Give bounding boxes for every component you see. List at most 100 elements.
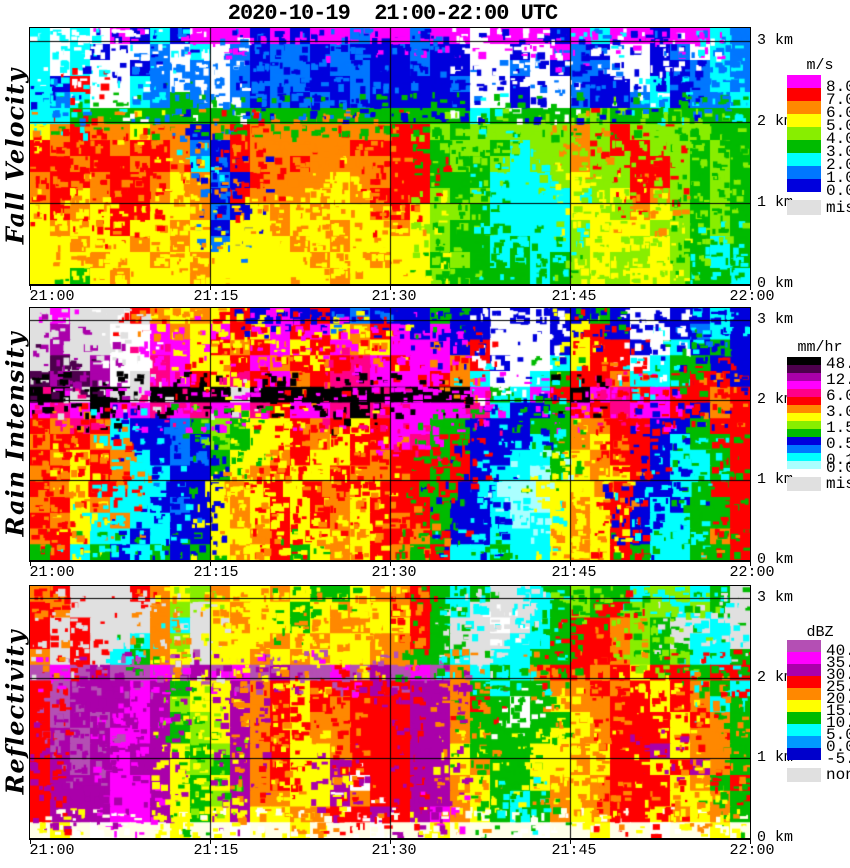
time-tick-label: 22:00: [729, 842, 775, 859]
km-axis-label: 1 km: [757, 749, 794, 766]
legend-swatch: [787, 429, 821, 437]
legend-swatch: [787, 75, 821, 88]
legend-value: 3.0: [826, 403, 850, 421]
legend-swatch: [787, 700, 821, 712]
legend-missing-label: miss: [826, 475, 850, 493]
legend-swatch: [787, 166, 821, 179]
legend-swatch: [787, 676, 821, 688]
legend-missing-label: miss: [826, 198, 850, 217]
legend-swatch: [787, 373, 821, 381]
legend-value: 0.0: [826, 182, 850, 200]
legend-swatch: [787, 389, 821, 397]
legend-swatch: [787, 724, 821, 736]
time-tick-label: 21:00: [29, 288, 75, 305]
time-tick-label: 22:00: [729, 564, 775, 581]
legend-swatch: [787, 405, 821, 413]
legend-swatch: [787, 748, 821, 760]
time-tick-label: 21:30: [371, 288, 417, 305]
time-tick-mark: [210, 840, 211, 844]
legend-value: 0.0: [826, 738, 850, 756]
legend-value: 7.0: [826, 91, 850, 109]
legend-swatch: [787, 88, 821, 101]
legend-swatch: [787, 101, 821, 114]
legend-value: 5.0: [826, 117, 850, 135]
time-tick-mark: [30, 562, 31, 566]
legend-unit-mmhr: mm/hr: [797, 339, 843, 356]
legend-value: 8.0: [826, 78, 850, 96]
km-axis-label: 1 km: [757, 194, 794, 211]
time-tick-label: 21:15: [193, 564, 239, 581]
legend-value: 3.0: [826, 143, 850, 161]
legend-value: 2.0: [826, 156, 850, 174]
legend-value: 1.5: [826, 419, 850, 437]
time-tick-mark: [210, 562, 211, 566]
legend-value: 0.1: [826, 451, 850, 469]
km-axis-label: 3 km: [757, 32, 794, 49]
time-tick-mark: [750, 840, 751, 844]
km-axis-label: 0 km: [757, 829, 794, 846]
legend-swatch: [787, 652, 821, 664]
time-tick-label: 21:45: [551, 288, 597, 305]
legend-value: 1.0: [826, 169, 850, 187]
legend-swatch: [787, 640, 821, 652]
legend-missing-swatch: [787, 477, 821, 491]
reflectivity-heatmap: [30, 586, 750, 838]
time-tick-label: 21:30: [371, 842, 417, 859]
time-tick-label: 21:30: [371, 564, 417, 581]
legend-value: 0.5: [826, 435, 850, 453]
km-axis-label: 0 km: [757, 275, 794, 292]
legend-value: 5.0: [826, 726, 850, 744]
legend-swatch: [787, 453, 821, 461]
km-axis-label: 3 km: [757, 311, 794, 328]
legend-swatch: [787, 114, 821, 127]
time-tick-label: 21:15: [193, 842, 239, 859]
legend-value: 20.0: [826, 690, 850, 708]
legend-swatch: [787, 664, 821, 676]
rain-intensity-plot-frame: [29, 307, 751, 562]
legend-swatch: [787, 445, 821, 453]
panel-title-rain-intensity: Rain Intensity: [0, 331, 30, 537]
legend-value: 15.0: [826, 702, 850, 720]
legend-value: 4.0: [826, 130, 850, 148]
legend-value: 6.0: [826, 104, 850, 122]
rain-intensity-heatmap: [30, 308, 750, 560]
legend-unit-dbz: dBZ: [806, 624, 834, 641]
time-tick-mark: [30, 286, 31, 290]
time-tick-label: 21:45: [551, 564, 597, 581]
legend-swatch: [787, 179, 821, 192]
panel-title-reflectivity: Reflectivity: [0, 629, 30, 795]
legend-value: 0.0: [826, 459, 850, 477]
legend-value: 12.0: [826, 371, 850, 389]
legend-swatch: [787, 688, 821, 700]
legend-swatch: [787, 127, 821, 140]
legend-swatch: [787, 736, 821, 748]
km-axis-label: 2 km: [757, 113, 794, 130]
legend-swatch: [787, 413, 821, 421]
legend-swatch: [787, 397, 821, 405]
legend-swatch: [787, 712, 821, 724]
time-tick-label: 21:00: [29, 842, 75, 859]
km-axis-label: 1 km: [757, 471, 794, 488]
legend-value: 30.0: [826, 666, 850, 684]
legend-value: 40.0: [826, 642, 850, 660]
time-tick-label: 21:45: [551, 842, 597, 859]
time-tick-mark: [570, 840, 571, 844]
legend-value: 6.0: [826, 387, 850, 405]
time-tick-mark: [30, 840, 31, 844]
time-tick-mark: [390, 562, 391, 566]
time-tick-label: 21:15: [193, 288, 239, 305]
legend-missing-swatch: [787, 200, 821, 215]
legend-swatch: [787, 140, 821, 153]
legend-swatch: [787, 421, 821, 429]
legend-value: 25.0: [826, 678, 850, 696]
time-tick-mark: [750, 286, 751, 290]
reflectivity-plot-frame: [29, 585, 751, 840]
km-axis-label: 0 km: [757, 551, 794, 568]
km-axis-label: 2 km: [757, 669, 794, 686]
legend-swatch: [787, 357, 821, 365]
legend-value: 35.0: [826, 654, 850, 672]
time-tick-mark: [210, 286, 211, 290]
legend-value: 48.0: [826, 355, 850, 373]
fall-velocity-heatmap: [30, 28, 750, 284]
time-tick-mark: [390, 286, 391, 290]
